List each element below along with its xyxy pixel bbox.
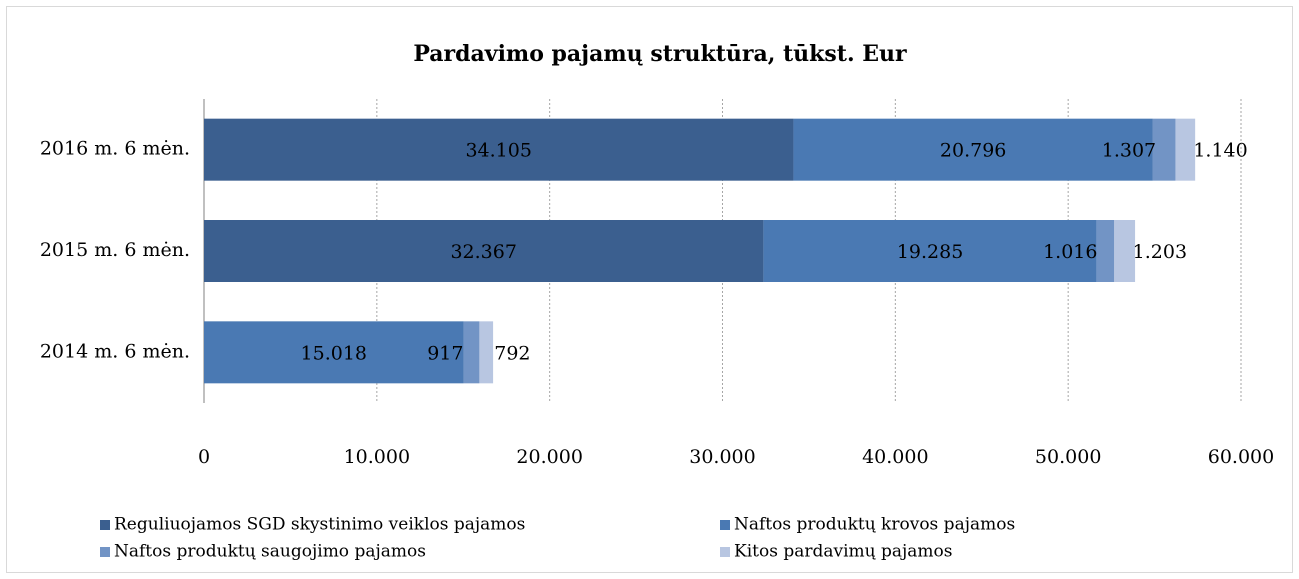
x-tick-label: 10.000 (344, 446, 410, 468)
data-label: 34.105 (465, 140, 531, 162)
bar-segment (763, 220, 1097, 282)
data-label: 32.367 (450, 241, 516, 263)
data-label: 19.285 (897, 241, 963, 263)
x-tick-label: 0 (198, 446, 210, 468)
bar-segment (793, 118, 1153, 181)
legend-swatch (720, 520, 730, 530)
data-label: 1.307 (1102, 140, 1156, 162)
bar-segment (204, 321, 464, 384)
bar-segment (204, 118, 794, 181)
bar-segment (1096, 220, 1115, 282)
bar-segment (1175, 118, 1196, 181)
data-label: 15.018 (301, 342, 367, 364)
y-tick-label: 2014 m. 6 mėn. (40, 340, 190, 362)
x-tick-label: 20.000 (516, 446, 582, 468)
y-tick-label: 2015 m. 6 mėn. (40, 239, 190, 261)
bar-segment (479, 321, 494, 384)
x-tick-label: 60.000 (1208, 446, 1274, 468)
y-tick-label: 2016 m. 6 mėn. (40, 138, 190, 160)
legend-label: Naftos produktų krovos pajamos (734, 515, 1015, 535)
data-label: 1.140 (1193, 140, 1247, 162)
x-tick-label: 50.000 (1035, 446, 1101, 468)
legend-label: Naftos produktų saugojimo pajamos (114, 542, 426, 562)
bar-segment (204, 220, 764, 282)
x-tick-label: 30.000 (689, 446, 755, 468)
data-label: 792 (494, 342, 530, 364)
data-label: 1.203 (1133, 241, 1187, 263)
legend-swatch (100, 547, 110, 557)
data-label: 20.796 (940, 140, 1006, 162)
chart-title: Pardavimo pajamų struktūra, tūkst. Eur (413, 41, 907, 67)
legend-swatch (720, 547, 730, 557)
legend-swatch (100, 520, 110, 530)
bar-segment (1114, 220, 1136, 282)
legend-label: Reguliuojamos SGD skystinimo veiklos paj… (114, 515, 525, 535)
bar-segment (1152, 118, 1176, 181)
legend-label: Kitos pardavimų pajamos (734, 542, 953, 562)
x-tick-label: 40.000 (862, 446, 928, 468)
bar-segment (463, 321, 480, 384)
data-label: 917 (427, 342, 463, 364)
chart-border (6, 6, 1293, 573)
data-label: 1.016 (1043, 241, 1097, 263)
